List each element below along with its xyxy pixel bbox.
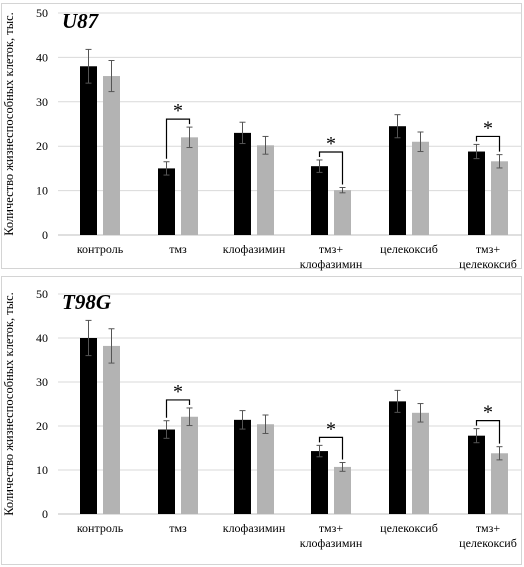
panel-border xyxy=(1,3,522,269)
bar xyxy=(181,137,198,235)
y-tick-label: 20 xyxy=(36,139,48,153)
bar xyxy=(468,435,485,514)
bar xyxy=(158,168,175,235)
bar xyxy=(103,76,120,235)
significance-star: * xyxy=(326,133,336,155)
chart-title: T98G xyxy=(62,290,111,314)
chart-title: U87 xyxy=(62,9,100,33)
bar xyxy=(234,419,251,514)
y-tick-label: 40 xyxy=(36,50,48,64)
y-tick-label: 0 xyxy=(42,228,48,242)
bar xyxy=(257,145,274,235)
y-tick-label: 50 xyxy=(36,287,48,301)
category-label: тмз xyxy=(169,521,187,535)
y-tick-label: 10 xyxy=(36,463,48,477)
bar xyxy=(158,429,175,514)
significance-star: * xyxy=(483,117,493,139)
significance-bracket xyxy=(318,436,344,460)
bar xyxy=(412,412,429,514)
bar xyxy=(234,132,251,235)
bar xyxy=(257,424,274,514)
category-label: тмз+ клофазимин xyxy=(300,521,363,550)
bar xyxy=(80,66,97,235)
significance-bracket xyxy=(475,135,501,152)
bar xyxy=(491,161,508,235)
bar xyxy=(389,126,406,235)
y-tick-label: 20 xyxy=(36,419,48,433)
category-label: тмз xyxy=(169,242,187,256)
y-tick-label: 0 xyxy=(42,507,48,521)
bar xyxy=(311,166,328,235)
category-label: тмз+ целекоксиб xyxy=(459,521,517,550)
category-label: целекоксиб xyxy=(380,521,438,535)
bar xyxy=(80,338,97,514)
significance-bracket xyxy=(475,420,501,444)
category-label: тмз+ целекоксиб xyxy=(459,242,517,271)
category-label: контроль xyxy=(77,242,124,256)
y-axis-label: Количество жизнеспособных клеток, тыс. xyxy=(2,292,16,516)
chart-panel-1: 0 10 20 30 40 50 Количество жизнеспособных кле… xyxy=(1,3,522,271)
chart-panel-2: 0 10 20 30 40 50 Количество жизнеспособных кле… xyxy=(1,276,522,565)
category-label: целекоксиб xyxy=(380,242,438,256)
bar xyxy=(181,416,198,514)
y-tick-label: 50 xyxy=(36,6,48,20)
significance-star: * xyxy=(483,402,493,424)
y-tick-label: 30 xyxy=(36,95,48,109)
significance-star: * xyxy=(173,381,183,403)
bar xyxy=(491,453,508,514)
category-label: клофазимин xyxy=(223,242,286,256)
bar xyxy=(389,401,406,514)
bar xyxy=(103,345,120,514)
y-tick-label: 30 xyxy=(36,375,48,389)
significance-bracket xyxy=(165,399,191,418)
bar xyxy=(468,151,485,235)
bar xyxy=(311,451,328,514)
significance-star: * xyxy=(326,418,336,440)
significance-bracket xyxy=(318,151,344,185)
category-label: контроль xyxy=(77,521,124,535)
category-label: тмз+ клофазимин xyxy=(300,242,363,271)
bar xyxy=(334,190,351,235)
panel-border xyxy=(1,276,522,565)
bar xyxy=(334,466,351,514)
significance-bracket xyxy=(165,118,191,159)
bar xyxy=(412,141,429,235)
category-label: клофазимин xyxy=(223,521,286,535)
y-axis-label: Количество жизнеспособных клеток, тыс. xyxy=(2,12,16,236)
y-tick-label: 40 xyxy=(36,331,48,345)
y-tick-label: 10 xyxy=(36,184,48,198)
significance-star: * xyxy=(173,100,183,122)
